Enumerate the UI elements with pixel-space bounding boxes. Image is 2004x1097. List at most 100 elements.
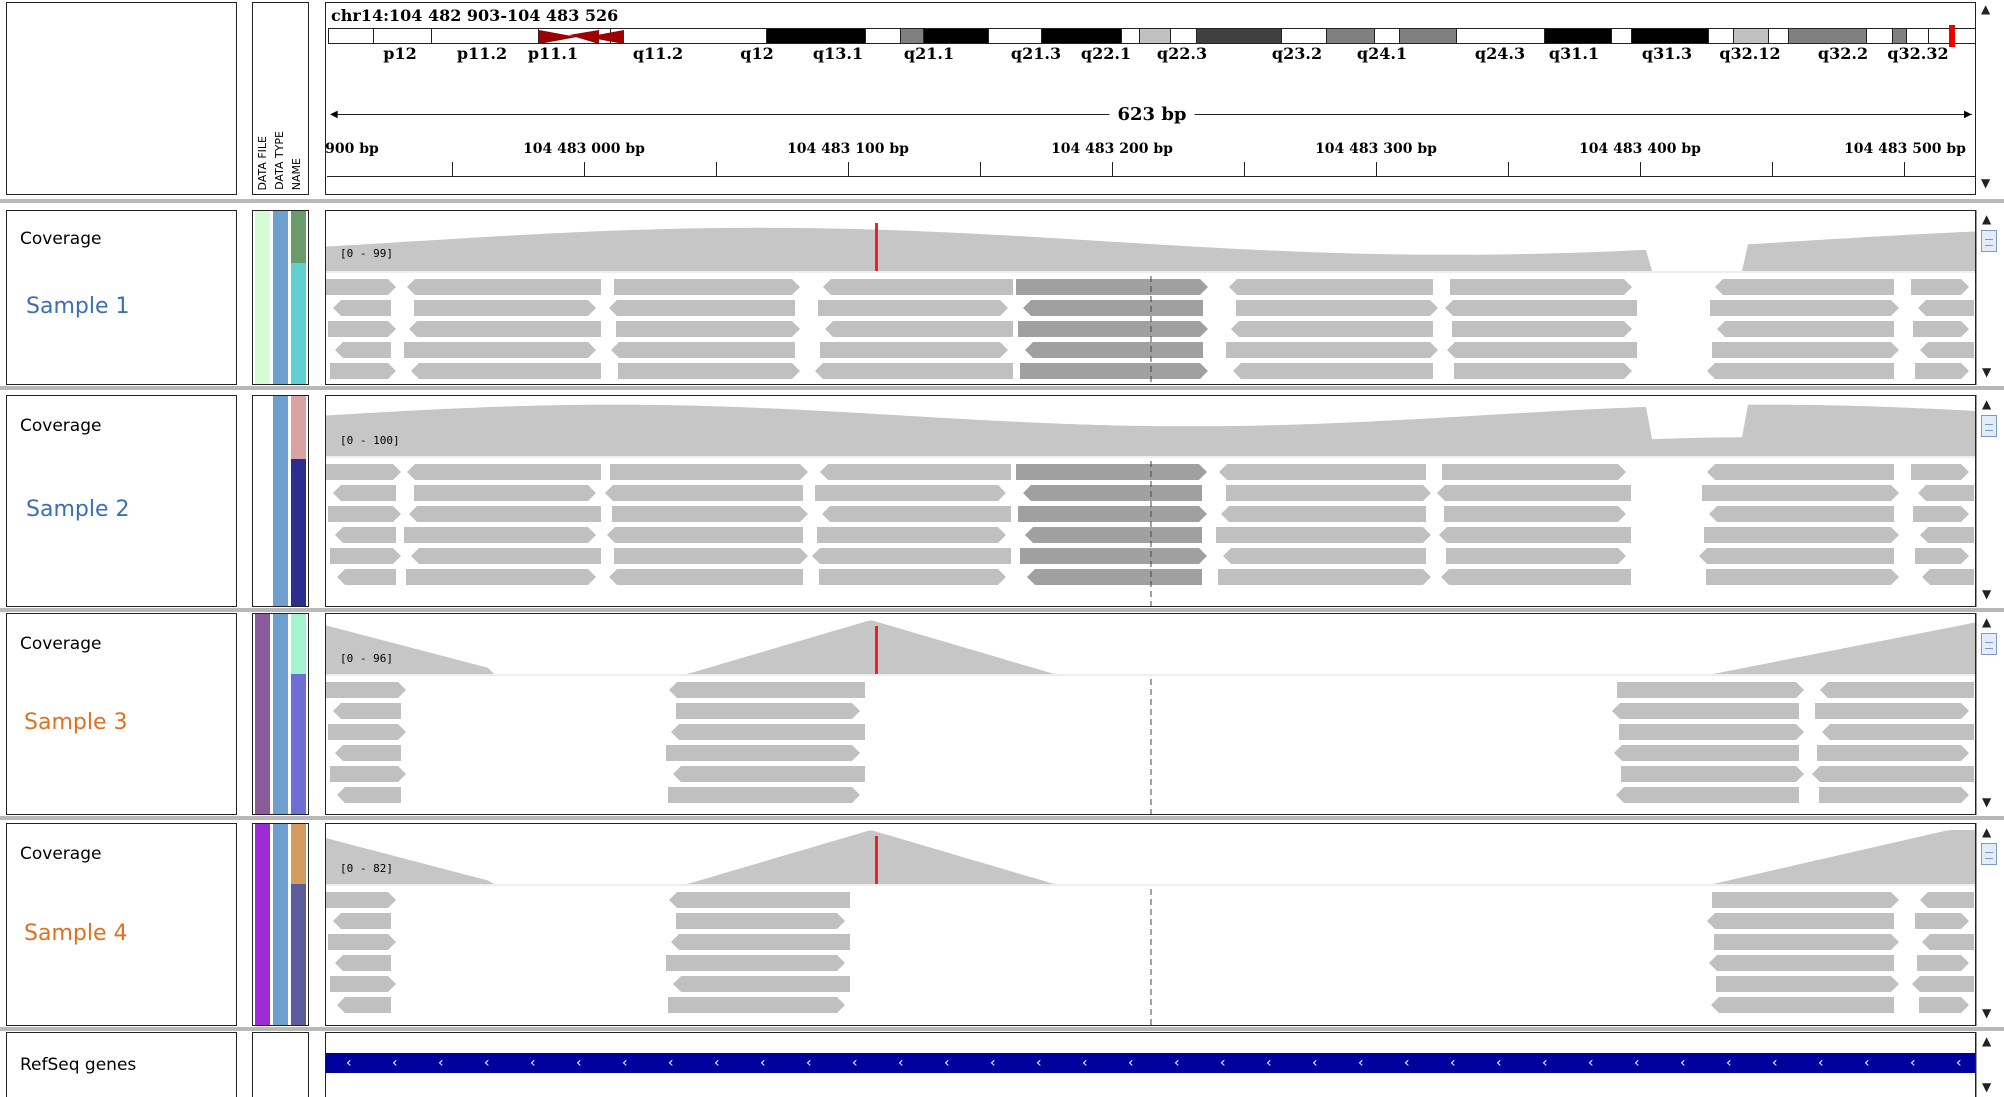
aligned-read [411,548,601,564]
aligned-read [1221,506,1426,522]
band-label: q23.2 [1271,44,1323,63]
scroll-thumb[interactable] [1981,843,1997,865]
scroll-up-icon[interactable]: ▲ [1981,2,1991,16]
sample-name-panel-3[interactable]: Coverage Sample 3 [6,613,237,815]
scroll-down-icon[interactable]: ▼ [1982,795,1992,809]
aligned-read [1922,934,1974,950]
sample-scrollbar-2[interactable]: ▲ ▼ [1976,395,2000,607]
chromosome-ideogram[interactable] [328,25,1976,47]
sample-scrollbar-4[interactable]: ▲ ▼ [1976,823,2000,1026]
scroll-thumb[interactable] [1981,230,1997,252]
aligned-read [1233,363,1433,379]
ideogram-band [1042,29,1122,43]
coverage-mismatch-bar [875,223,878,271]
strand-chevron: ‹ [1450,1055,1456,1071]
attr-name-alignment[interactable] [291,674,306,814]
aligned-read [1819,787,1969,803]
sample-scrollbar-3[interactable]: ▲ ▼ [1976,613,2000,815]
sample-attr-panel-2[interactable] [252,395,309,607]
attribute-header-panel[interactable]: DATA FILE DATA TYPE NAME [252,2,309,195]
divider[interactable] [0,386,2004,390]
scroll-thumb[interactable] [1981,415,1997,437]
scroll-up-icon[interactable]: ▲ [1982,615,1992,629]
attr-data-type[interactable] [273,824,288,1025]
coverage-and-reads[interactable] [326,824,1976,1026]
aligned-read [616,321,800,337]
header-scrollbar[interactable]: ▲ ▼ [1976,2,2000,195]
attr-data-type[interactable] [273,396,288,606]
divider[interactable] [0,199,2004,203]
attr-data-type[interactable] [273,614,288,814]
aligned-read [815,363,1013,379]
band-label: q24.1 [1356,44,1408,63]
ruler-tick [1244,162,1245,176]
coverage-and-reads[interactable] [326,396,1976,607]
attr-name-alignment[interactable] [291,459,306,606]
sample-attr-panel-4[interactable] [252,823,309,1026]
attr-header-data-file[interactable]: DATA FILE [256,135,269,190]
band-label: q22.1 [1080,44,1132,63]
aligned-read [337,569,396,585]
attr-name-coverage[interactable] [291,614,306,674]
sample-data-panel-2[interactable]: [0 - 100] [325,395,1976,607]
sample-data-panel-3[interactable]: [0 - 96] [325,613,1976,815]
refseq-track[interactable]: ‹ ‹ ‹ ‹ ‹ ‹ ‹ ‹ ‹ ‹ ‹ ‹ ‹ ‹ ‹ ‹ ‹ ‹ ‹ ‹ ‹ ‹ ‹ ‹ ‹ ‹ ‹ ‹ ‹ ‹ ‹ ‹ ‹ ‹ ‹ ‹ [325,1032,1976,1097]
divider[interactable] [0,608,2004,612]
attr-name-coverage[interactable] [291,824,306,885]
aligned-read [1920,342,1974,358]
attr-name-alignment[interactable] [291,884,306,1025]
ideogram-band [901,29,924,43]
aligned-read [820,464,1011,480]
refseq-gene-feature[interactable] [326,1053,1975,1073]
attr-name-coverage[interactable] [291,396,306,459]
attr-name-alignment[interactable] [291,262,306,384]
scroll-down-icon[interactable]: ▼ [1982,1080,1992,1094]
aligned-read [1025,527,1202,543]
scroll-up-icon[interactable]: ▲ [1982,1034,1992,1048]
aligned-read [404,527,596,543]
aligned-read [328,724,406,740]
sample-scrollbar-1[interactable]: ▲ ▼ [1976,210,2000,385]
sample-data-panel-4[interactable]: [0 - 82] [325,823,1976,1026]
refseq-scrollbar[interactable]: ▲ ▼ [1976,1032,2000,1097]
strand-chevron: ‹ [1680,1055,1686,1071]
attr-header-data-type[interactable]: DATA TYPE [273,131,286,190]
divider[interactable] [0,816,2004,820]
scroll-thumb[interactable] [1981,633,1997,655]
scroll-down-icon[interactable]: ▼ [1982,365,1992,379]
sample-name-panel-2[interactable]: Coverage Sample 2 [6,395,237,607]
scroll-down-icon[interactable]: ▼ [1981,176,1991,190]
scroll-down-icon[interactable]: ▼ [1982,1006,1992,1020]
attr-data-type[interactable] [273,211,288,384]
refseq-attr-panel [252,1032,309,1097]
divider[interactable] [0,1027,2004,1031]
attr-data-file[interactable] [255,396,270,606]
scroll-up-icon[interactable]: ▲ [1982,825,1992,839]
refseq-name-panel[interactable]: RefSeq genes [6,1032,237,1097]
sample-data-panel-1[interactable]: [0 - 99] [325,210,1976,385]
attr-data-file[interactable] [255,211,270,384]
attr-data-file[interactable] [255,824,270,1025]
scroll-down-icon[interactable]: ▼ [1982,587,1992,601]
aligned-read [676,913,845,929]
sample-attr-panel-3[interactable] [252,613,309,815]
strand-chevron: ‹ [1082,1055,1088,1071]
aligned-read [1716,976,1899,992]
sample-name-panel-4[interactable]: Coverage Sample 4 [6,823,237,1026]
sample-name-panel-1[interactable]: Coverage Sample 1 [6,210,237,385]
coverage-and-reads[interactable] [326,614,1976,815]
coverage-and-reads[interactable] [326,211,1976,385]
scroll-up-icon[interactable]: ▲ [1982,212,1992,226]
aligned-read [614,279,800,295]
aligned-read [1219,464,1426,480]
sample-attr-panel-1[interactable] [252,210,309,385]
scroll-up-icon[interactable]: ▲ [1982,397,1992,411]
aligned-read [1707,913,1894,929]
attr-header-name[interactable]: NAME [290,157,303,190]
aligned-read [1216,527,1431,543]
attr-data-file[interactable] [255,614,270,814]
attr-name-coverage[interactable] [291,211,306,263]
aligned-read [612,506,808,522]
aligned-read [1915,548,1969,564]
aligned-read [1231,321,1433,337]
